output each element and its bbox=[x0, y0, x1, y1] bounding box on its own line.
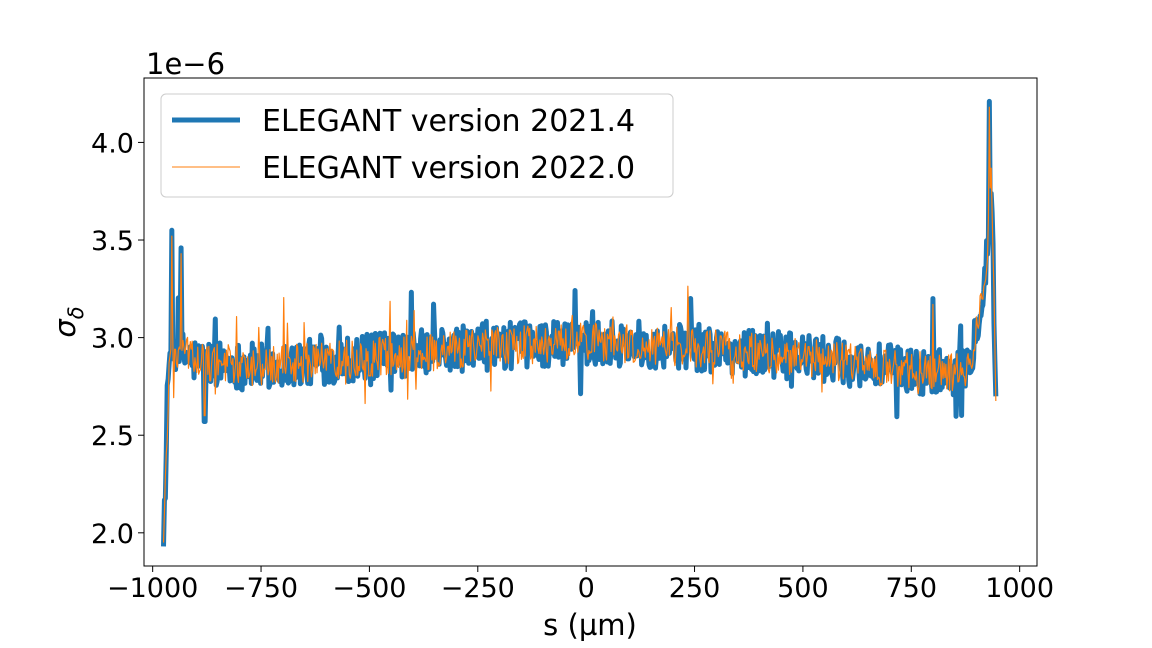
legend-label-2021: ELEGANT version 2021.4 bbox=[262, 104, 635, 139]
y-axis: 2.0 2.5 3.0 3.5 4.0 bbox=[91, 128, 144, 550]
x-tick-label: −500 bbox=[332, 573, 406, 604]
x-tick-label: 250 bbox=[669, 573, 721, 604]
x-tick-label: −250 bbox=[441, 573, 515, 604]
y-axis-label-symbol: σ bbox=[48, 318, 82, 338]
y-tick-label: 2.0 bbox=[91, 519, 134, 550]
x-tick-label: 500 bbox=[777, 573, 829, 604]
y-axis-label-subscript: δ bbox=[64, 306, 88, 319]
x-tick-label: 750 bbox=[886, 573, 938, 604]
y-tick-label: 2.5 bbox=[91, 421, 134, 452]
y-axis-label: σδ bbox=[48, 306, 88, 337]
plot-frame bbox=[143, 77, 1038, 567]
series-layer bbox=[161, 98, 999, 547]
y-tick-label: 3.5 bbox=[91, 226, 134, 257]
y-offset-text: 1e−6 bbox=[146, 47, 225, 81]
legend-box bbox=[160, 93, 674, 198]
x-tick-label: −750 bbox=[224, 573, 298, 604]
series-line-1 bbox=[162, 106, 997, 543]
legend-label-2022: ELEGANT version 2022.0 bbox=[262, 151, 635, 186]
x-axis: −1000 −750 −500 −250 0 250 500 750 1000 bbox=[107, 566, 1054, 604]
x-tick-label: −1000 bbox=[107, 573, 198, 604]
legend: ELEGANT version 2021.4 ELEGANT version 2… bbox=[160, 93, 674, 198]
x-tick-label: 0 bbox=[578, 573, 595, 604]
y-tick-label: 4.0 bbox=[91, 128, 134, 159]
x-axis-label: s (µm) bbox=[543, 608, 637, 642]
x-tick-label: 1000 bbox=[985, 573, 1054, 604]
y-tick-label: 3.0 bbox=[91, 324, 134, 355]
